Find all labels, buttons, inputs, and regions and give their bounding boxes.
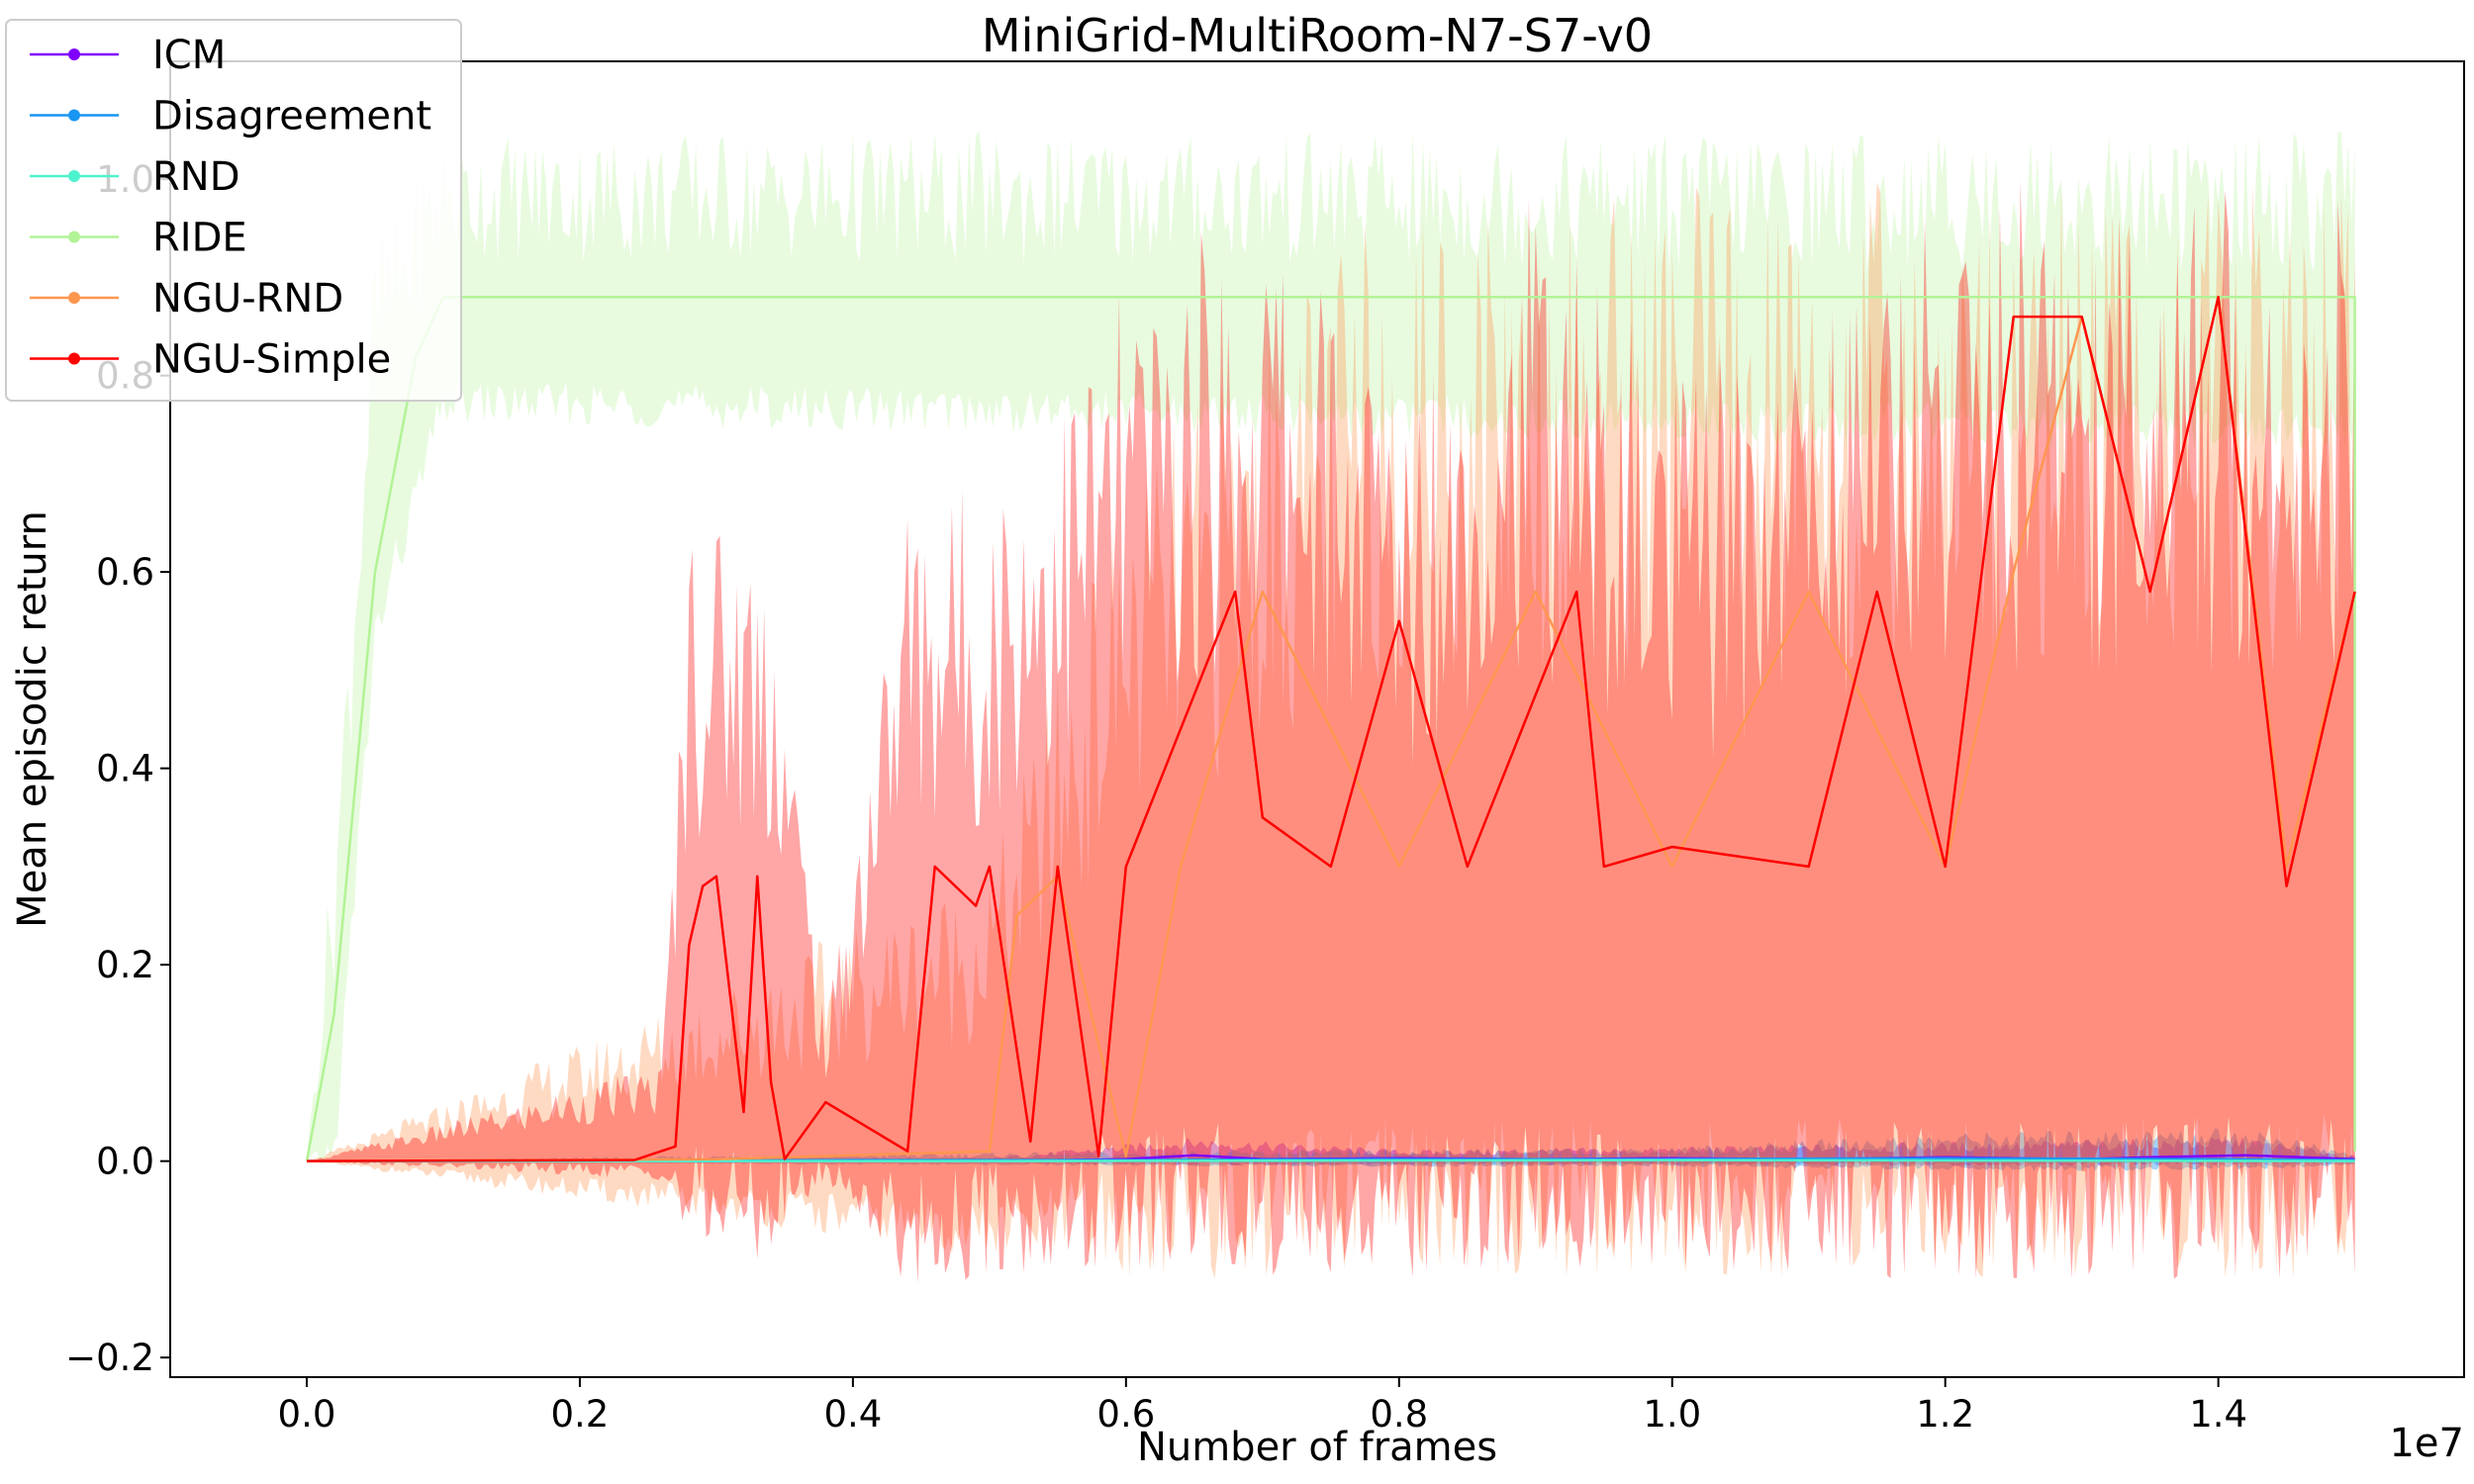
legend-label-ngu-simple: NGU-Simple <box>152 337 391 383</box>
legend: ICM Disagreement RND RIDE NGU-RND NGU-Simple <box>5 19 462 402</box>
x-tick-label: 1.4 <box>2189 1393 2247 1436</box>
y-tick-label: 0.6 <box>96 551 154 594</box>
x-tick-label: 0.6 <box>1096 1393 1155 1436</box>
x-axis-scale-factor: 1e7 <box>2389 1421 2464 1466</box>
plot-frame <box>169 60 2465 1378</box>
x-tick-label: 0.0 <box>278 1393 336 1436</box>
x-tick-label: 0.4 <box>823 1393 882 1436</box>
legend-marker-ngu-simple <box>68 352 80 365</box>
legend-marker-icm <box>68 48 80 60</box>
x-axis-label: Number of frames <box>1137 1425 1497 1470</box>
legend-marker-ngu-rnd <box>68 292 80 304</box>
y-tick-label: 0.4 <box>96 748 154 790</box>
x-tick-label: 1.0 <box>1643 1393 1701 1436</box>
legend-marker-disagreement <box>68 109 80 122</box>
bands-layer <box>307 131 2355 1284</box>
band-ride <box>307 131 2355 1164</box>
legend-label-ride: RIDE <box>152 216 247 261</box>
y-tick-label: 0.2 <box>96 944 154 986</box>
y-tick-label: −0.2 <box>65 1337 154 1379</box>
legend-label-rnd: RND <box>152 154 240 200</box>
legend-label-ngu-rnd: NGU-RND <box>152 276 343 322</box>
plot-area <box>305 131 2356 1284</box>
legend-marker-rnd <box>68 170 80 182</box>
x-tick-label: 0.8 <box>1370 1393 1428 1436</box>
legend-label-icm: ICM <box>152 33 226 78</box>
x-tick-label: 1.2 <box>1916 1393 1974 1436</box>
series-line-rnd <box>307 1159 2355 1162</box>
x-axis: 0.0 0.2 0.4 0.6 0.8 1.0 1.2 1.4 <box>278 1377 2247 1436</box>
series-line-ngu-simple <box>306 295 2356 1162</box>
y-tick-label: 0.0 <box>96 1141 154 1183</box>
chart-title: MiniGrid-MultiRoom-N7-S7-v0 <box>982 9 1653 62</box>
legend-box <box>5 19 462 402</box>
legend-label-disagreement: Disagreement <box>152 94 431 139</box>
y-axis-label: Mean episodic return <box>10 510 55 928</box>
x-tick-label: 0.2 <box>551 1393 610 1436</box>
legend-marker-ride <box>68 231 80 243</box>
